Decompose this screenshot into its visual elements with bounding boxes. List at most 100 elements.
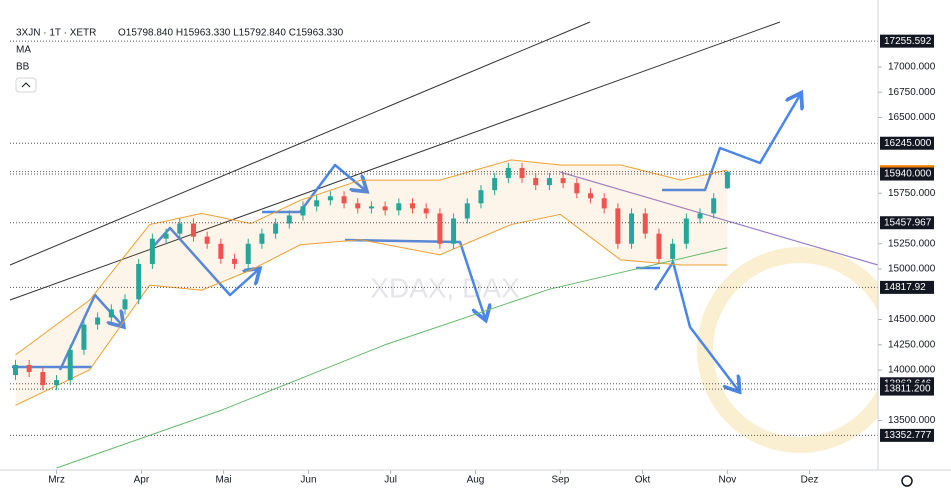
- candle-body: [615, 208, 621, 244]
- candle-body: [54, 380, 60, 386]
- arrow: [149, 226, 258, 297]
- candle-body: [136, 263, 142, 300]
- collapse-button[interactable]: [15, 77, 37, 93]
- y-tick-label: 14000.000: [888, 365, 936, 376]
- candle-body: [464, 203, 470, 219]
- candle-body: [560, 178, 566, 184]
- candle-body: [108, 309, 114, 318]
- level-label: 15940.000: [884, 169, 932, 180]
- candle-body: [95, 317, 101, 325]
- candle-body: [286, 215, 292, 224]
- x-tick-label: Jul: [384, 475, 397, 486]
- level-label: 14817.92: [884, 282, 926, 293]
- candle-body: [355, 203, 361, 209]
- y-tick-label: 15000.000: [888, 264, 936, 275]
- candle-body: [190, 223, 196, 237]
- y-tick-label: 13500.000: [888, 415, 936, 426]
- trend-line: [9, 21, 781, 301]
- level-tag: [880, 34, 934, 48]
- bb-upper: [15, 159, 728, 356]
- candle-body: [492, 178, 498, 191]
- arrow: [262, 163, 365, 214]
- candle-body: [656, 233, 662, 259]
- candle-body: [81, 324, 87, 350]
- marks: [10, 40, 878, 469]
- y-tick-label: 15250.000: [888, 238, 936, 249]
- candle-body: [601, 198, 607, 209]
- candle-body: [273, 223, 279, 234]
- x-tick-label: Aug: [467, 475, 485, 486]
- candle-body: [382, 206, 388, 211]
- level-label: 13811.200: [884, 384, 931, 395]
- candle-body: [12, 364, 18, 376]
- candle-body: [724, 171, 730, 189]
- level-tag: [880, 167, 934, 181]
- candle-body: [423, 208, 429, 214]
- ma-line: [56, 247, 728, 469]
- y-tick-label: 14250.000: [888, 339, 936, 350]
- level-tag: [880, 382, 934, 396]
- drawings: [9, 21, 879, 390]
- y-tick-label: 17000.000: [888, 62, 936, 73]
- y-tick-label: 15750.000: [888, 188, 936, 199]
- axes: 17000.000 16750.000 16500.000 15750.000 1525…: [48, 34, 936, 486]
- candle-body: [505, 167, 511, 179]
- candle-body: [149, 238, 155, 264]
- candle-body: [451, 218, 457, 244]
- candle-body: [314, 200, 320, 207]
- x-tick-label: Apr: [134, 475, 150, 486]
- candle-body: [67, 349, 73, 381]
- x-tick-label: Okt: [635, 475, 651, 486]
- arrow: [344, 238, 485, 318]
- price-axis: [878, 0, 951, 498]
- x-tick-label: Mrz: [48, 475, 65, 486]
- candle-body: [587, 193, 593, 199]
- candle-body: [26, 364, 32, 373]
- arrows: [12, 95, 800, 390]
- ohlc: O15798.840 H15963.330 L15792.840 C15963.…: [118, 28, 344, 39]
- indicator[interactable]: BB: [16, 62, 30, 73]
- candle-body: [218, 243, 224, 259]
- level-label: 16245.000: [884, 138, 932, 149]
- level-label: 15457.967: [884, 217, 932, 228]
- level-tag: [880, 136, 934, 150]
- y-tick-label: 16750.000: [888, 87, 936, 98]
- candle-body: [697, 213, 703, 219]
- candle-body: [300, 206, 306, 216]
- candle-body: [711, 198, 717, 214]
- settings-button[interactable]: [901, 475, 913, 487]
- candle-body: [519, 167, 525, 179]
- candle-body: [232, 258, 238, 264]
- level-tag: [880, 428, 934, 442]
- trend-line: [9, 21, 591, 266]
- y-tick-label: 14500.000: [888, 314, 936, 325]
- arrow: [653, 260, 738, 390]
- candle-body: [683, 218, 689, 244]
- candle-body: [629, 213, 635, 244]
- candle-body: [122, 299, 128, 310]
- candle-body: [204, 236, 210, 244]
- level-tag: [880, 280, 934, 294]
- candle-body: [40, 372, 46, 386]
- x-tick-label: Dez: [801, 475, 819, 486]
- candle-body: [410, 203, 416, 209]
- candle-body: [533, 178, 539, 186]
- x-tick-label: Jun: [300, 475, 316, 486]
- watermark: XDAX, DAX: [370, 272, 520, 303]
- x-tick-label: Nov: [719, 475, 737, 486]
- candle-body: [341, 196, 347, 204]
- candle-body: [163, 233, 169, 239]
- candle-body: [259, 233, 265, 244]
- x-tick-label: Mai: [216, 475, 232, 486]
- x-tick-label: Sep: [551, 475, 569, 486]
- candle-body: [177, 223, 183, 234]
- candle-body: [245, 243, 251, 264]
- y-tick-label: 16500.000: [888, 112, 936, 123]
- level-label: 13352.777: [884, 430, 932, 441]
- symbol: 3XJN · 1T · XETR: [16, 28, 96, 39]
- candle-body: [574, 183, 580, 194]
- candle-body: [437, 213, 443, 244]
- indicator[interactable]: MA: [16, 45, 31, 56]
